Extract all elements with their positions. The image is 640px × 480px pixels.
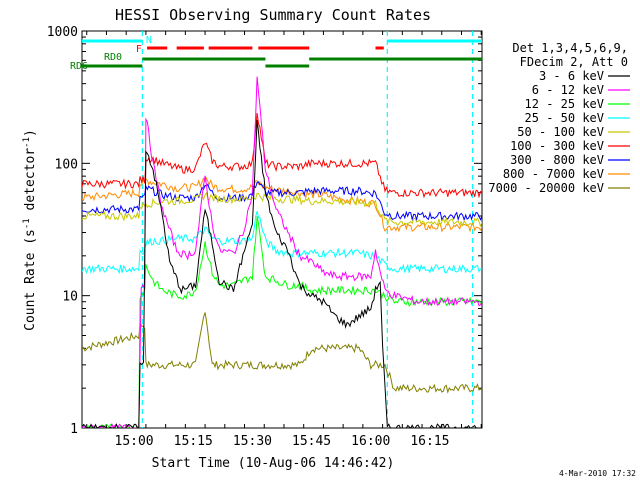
x-tick-label: 15:15 — [174, 434, 213, 449]
series-line — [82, 113, 482, 199]
chart-title: HESSI Observing Summary Count Rates — [115, 6, 431, 24]
legend-header-line-1: Det 1,3,4,5,6,9, — [512, 41, 628, 55]
legend-label: 12 - 25 keV — [525, 97, 604, 111]
series-line — [82, 312, 482, 394]
footer-date: 4-Mar-2010 17:32 — [559, 469, 636, 478]
series-line — [82, 191, 482, 228]
legend-header-line-2: FDecim 2, Att 0 — [520, 55, 628, 69]
legend: Det 1,3,4,5,6,9, FDecim 2, Att 0 3 - 6 k… — [488, 41, 630, 195]
plot-frame — [81, 30, 483, 429]
rd6-state-label: RD6 — [70, 61, 88, 72]
legend-label: 100 - 300 keV — [510, 139, 604, 153]
series-line — [82, 211, 482, 275]
legend-label: 800 - 7000 keV — [503, 167, 604, 181]
x-tick-label: 15:30 — [233, 434, 272, 449]
x-tick-label: 15:45 — [292, 434, 331, 449]
night-state-label: N — [146, 35, 152, 46]
x-tick-label: 16:15 — [410, 434, 449, 449]
legend-label: 25 - 50 keV — [525, 111, 604, 125]
series-line — [82, 181, 482, 222]
rd0-state-label: RD0 — [104, 52, 122, 63]
y-axis-label: Count Rate (s-1 detector-1) — [22, 129, 38, 331]
x-tick-label: 16:00 — [351, 434, 390, 449]
y-tick-label: 1 — [70, 422, 78, 437]
series-line — [82, 76, 482, 428]
x-tick-label: 15:00 — [115, 434, 154, 449]
flare-state-label: F — [136, 44, 142, 55]
y-tick-label: 1000 — [47, 25, 78, 40]
y-tick-label: 10 — [62, 290, 78, 305]
plot-area: 1 10 100 1000 15:00 15:15 15:30 15:45 16:00 16:15… — [47, 25, 483, 449]
legend-label: 7000 - 20000 keV — [488, 181, 604, 195]
y-tick-label: 100 — [55, 157, 78, 172]
legend-label: 6 - 12 keV — [532, 83, 604, 97]
x-axis-label: Start Time (10-Aug-06 14:46:42) — [152, 456, 395, 471]
series-line — [82, 119, 482, 428]
legend-label: 50 - 100 keV — [517, 125, 604, 139]
legend-label: 300 - 800 keV — [510, 153, 604, 167]
series-line — [82, 176, 482, 233]
series-group — [82, 31, 482, 428]
legend-label: 3 - 6 keV — [539, 69, 604, 83]
